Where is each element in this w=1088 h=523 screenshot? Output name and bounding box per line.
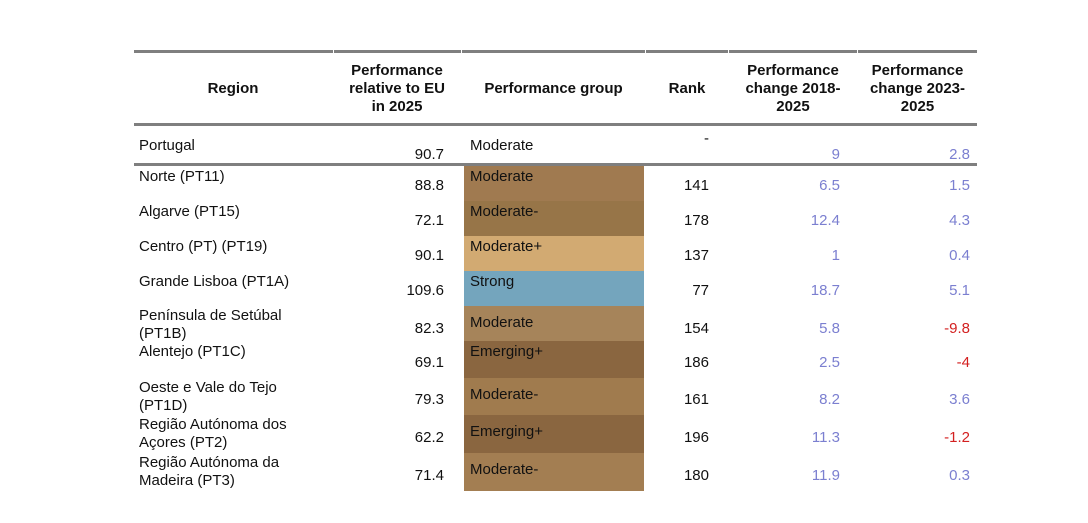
performance-group-cell: Moderate- bbox=[464, 378, 644, 415]
header-performance: Performance relative to EU in 2025 bbox=[349, 62, 445, 115]
change-2018-value: 8.2 bbox=[819, 391, 840, 408]
table-row: Norte (PT11) 88.8 Moderate 141 6.5 1.5 bbox=[134, 166, 977, 201]
column-divider-tick bbox=[857, 50, 858, 55]
change-2018-value: 2.5 bbox=[819, 354, 840, 371]
region-name: Oeste e Vale do Tejo (PT1D) bbox=[139, 379, 277, 414]
change-2018-value: 11.9 bbox=[811, 467, 840, 484]
region-name: Alentejo (PT1C) bbox=[139, 343, 246, 360]
performance-group-cell: Moderate- bbox=[464, 201, 644, 236]
column-divider-tick bbox=[333, 50, 334, 55]
table-row: Península de Setúbal (PT1B) 82.3 Moderate 1… bbox=[134, 306, 977, 344]
change-2023-value: -9.8 bbox=[944, 320, 970, 337]
change-2023-value: 1.5 bbox=[949, 177, 970, 194]
change-2023-value: -1.2 bbox=[944, 429, 970, 446]
performance-value: 79.3 bbox=[414, 391, 444, 408]
performance-group-label: Moderate- bbox=[470, 203, 539, 220]
header-bottom-border bbox=[134, 123, 977, 126]
performance-group-label: Moderate- bbox=[470, 386, 539, 403]
national-row: Portugal 90.7 Moderate - 9 2.8 bbox=[134, 128, 977, 163]
performance-group-cell: Emerging+ bbox=[464, 415, 644, 453]
performance-value: 82.3 bbox=[414, 320, 444, 337]
table-row: Região Autónoma da Madeira (PT3) 71.4 Mode… bbox=[134, 453, 977, 491]
table-row: Oeste e Vale do Tejo (PT1D) 79.3 Moderate-… bbox=[134, 378, 977, 415]
rank-value: 137 bbox=[683, 247, 709, 264]
performance-group-label: Moderate- bbox=[470, 461, 539, 478]
header-rank: Rank bbox=[668, 80, 706, 97]
performance-group-label: Emerging+ bbox=[470, 423, 543, 440]
change-2018-value: 11.3 bbox=[811, 429, 840, 446]
change-2018-value: 18.7 bbox=[810, 282, 840, 299]
performance-group-label: Strong bbox=[470, 273, 515, 290]
performance-value: 90.7 bbox=[414, 146, 444, 163]
change-2023-value: 5.1 bbox=[949, 282, 970, 299]
performance-group-cell: Moderate+ bbox=[464, 236, 644, 271]
table-row: Algarve (PT15) 72.1 Moderate- 178 12.4 4.3 bbox=[134, 201, 977, 236]
column-divider-tick bbox=[645, 50, 646, 55]
table-top-border bbox=[134, 50, 977, 53]
performance-group-label: Moderate bbox=[470, 168, 534, 185]
rank-value: - bbox=[704, 130, 709, 147]
header-performance-group: Performance group bbox=[484, 80, 623, 97]
performance-group-label: Moderate bbox=[470, 314, 534, 331]
rank-value: 141 bbox=[683, 177, 709, 194]
performance-value: 62.2 bbox=[414, 429, 444, 446]
change-2023-value: 0.4 bbox=[949, 247, 970, 264]
change-2018-value: 6.5 bbox=[819, 177, 840, 194]
rank-value: 178 bbox=[683, 212, 709, 229]
change-2018-value: 9 bbox=[831, 146, 840, 163]
performance-value: 69.1 bbox=[414, 354, 444, 371]
region-name: Região Autónoma da Madeira (PT3) bbox=[139, 454, 280, 489]
performance-value: 71.4 bbox=[414, 467, 444, 484]
region-name: Algarve (PT15) bbox=[139, 203, 240, 220]
rank-value: 161 bbox=[683, 391, 709, 408]
rank-value: 196 bbox=[683, 429, 709, 446]
table-header: Region Performance relative to EU in 202… bbox=[134, 53, 977, 125]
change-2023-value: 2.8 bbox=[949, 146, 970, 163]
change-2018-value: 12.4 bbox=[810, 212, 840, 229]
performance-group-cell: Emerging+ bbox=[464, 341, 644, 378]
header-change-2023-2025: Performance change 2023- 2025 bbox=[869, 62, 966, 115]
performance-group-cell: Moderate- bbox=[464, 453, 644, 491]
performance-group-label: Emerging+ bbox=[470, 343, 543, 360]
performance-group-cell: Moderate bbox=[464, 306, 644, 344]
table-row: Centro (PT) (PT19) 90.1 Moderate+ 137 1 0.4 bbox=[134, 236, 977, 271]
change-2018-value: 5.8 bbox=[819, 320, 840, 337]
performance-value: 72.1 bbox=[414, 212, 444, 229]
region-name: Norte (PT11) bbox=[139, 168, 225, 185]
table-row: Grande Lisboa (PT1A) 109.6 Strong 77 18.7 5.1 bbox=[134, 271, 977, 306]
table-row: Região Autónoma dos Açores (PT2) 62.2 Emer… bbox=[134, 415, 977, 453]
header-region: Region bbox=[207, 80, 259, 97]
table-row: Alentejo (PT1C) 69.1 Emerging+ 186 2.5 -4 bbox=[134, 341, 977, 378]
column-divider-tick bbox=[461, 50, 462, 55]
rank-value: 154 bbox=[683, 320, 709, 337]
performance-value: 88.8 bbox=[414, 177, 444, 194]
performance-group-cell: Moderate bbox=[464, 166, 644, 201]
change-2023-value: 0.3 bbox=[949, 467, 970, 484]
rank-value: 186 bbox=[683, 354, 709, 371]
column-divider-tick bbox=[728, 50, 729, 55]
change-2018-value: 1 bbox=[831, 247, 840, 264]
change-2023-value: -4 bbox=[956, 354, 970, 371]
national-row-border bbox=[134, 163, 977, 166]
region-name: Centro (PT) (PT19) bbox=[139, 238, 268, 255]
performance-group-label: Moderate bbox=[470, 137, 534, 154]
rank-value: 180 bbox=[683, 467, 709, 484]
region-name: Grande Lisboa (PT1A) bbox=[139, 273, 290, 290]
region-name: Portugal bbox=[139, 137, 195, 154]
region-name: Península de Setúbal (PT1B) bbox=[139, 307, 282, 342]
performance-group-label: Moderate+ bbox=[470, 238, 543, 255]
rank-value: 77 bbox=[692, 282, 709, 299]
performance-group-cell: Strong bbox=[464, 271, 644, 306]
region-name: Região Autónoma dos Açores (PT2) bbox=[139, 416, 287, 451]
change-2023-value: 3.6 bbox=[949, 391, 970, 408]
performance-value: 90.1 bbox=[414, 247, 444, 264]
header-change-2018-2025: Performance change 2018- 2025 bbox=[745, 62, 841, 115]
performance-value: 109.6 bbox=[406, 282, 444, 299]
change-2023-value: 4.3 bbox=[949, 212, 970, 229]
